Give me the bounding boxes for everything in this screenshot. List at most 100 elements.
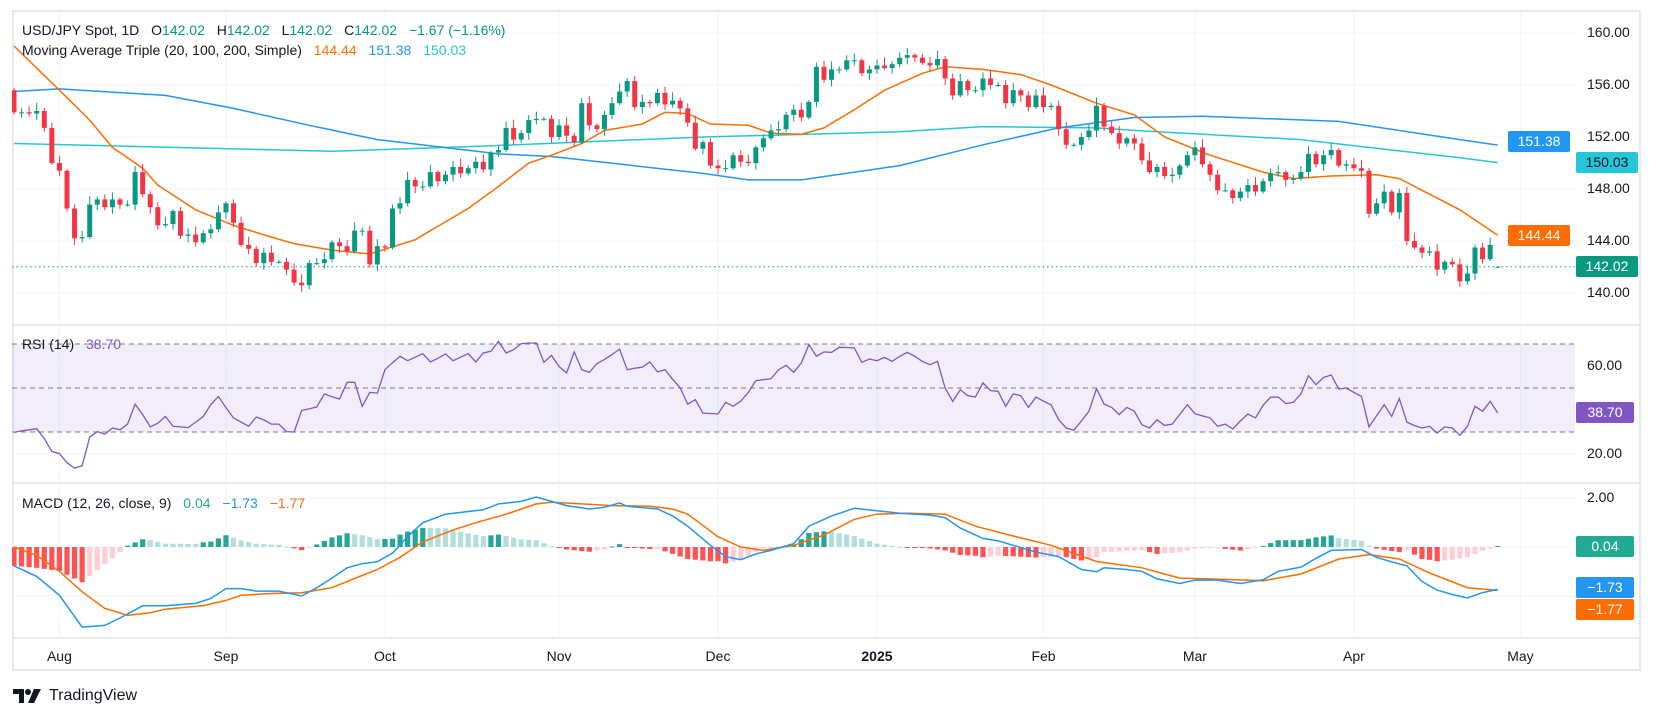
macd-histogram-bar	[321, 540, 327, 547]
candle-body	[609, 103, 615, 115]
candle	[162, 216, 168, 228]
candle	[776, 121, 782, 136]
candle-body	[1396, 192, 1402, 213]
candle	[874, 59, 880, 74]
macd-histogram-bar	[427, 528, 433, 547]
macd-histogram-bar	[1358, 540, 1365, 547]
candle	[49, 122, 55, 165]
macd-histogram-bar	[1003, 547, 1009, 557]
candle-body	[1457, 264, 1463, 282]
candle	[473, 156, 479, 174]
candle	[1449, 257, 1455, 267]
time-axis-label[interactable]: Aug	[46, 648, 72, 664]
macd-histogram-bar	[34, 547, 40, 568]
candle-body	[639, 101, 645, 108]
candle-body	[632, 81, 638, 108]
candle	[988, 70, 994, 90]
candle-body	[866, 69, 872, 74]
candle-body	[1374, 203, 1380, 214]
macd-histogram-bar	[26, 547, 32, 568]
macd-hist-value: 0.04	[183, 495, 211, 511]
macd-histogram-bar	[1192, 547, 1198, 549]
candle	[632, 76, 638, 111]
macd-histogram-bar	[995, 547, 1001, 556]
candle-body	[533, 118, 539, 121]
candle-body	[1184, 155, 1190, 166]
candle-body	[155, 207, 161, 226]
macd-histogram-bar	[1146, 547, 1153, 553]
macd-histogram-bar	[677, 547, 683, 557]
candle	[19, 108, 25, 118]
macd-histogram-bar	[1419, 547, 1425, 560]
macd-histogram-bar	[897, 546, 903, 548]
candle	[957, 73, 963, 98]
time-axis-label[interactable]: Sep	[213, 648, 239, 664]
candle-body	[329, 242, 335, 260]
time-axis-label[interactable]: May	[1507, 648, 1534, 664]
candle-body	[442, 174, 448, 182]
candle	[935, 50, 941, 69]
ma-legend-title[interactable]: Moving Average Triple (20, 100, 200, Sim…	[22, 42, 302, 58]
macd-histogram-bar	[987, 547, 994, 557]
candle	[1018, 88, 1024, 103]
macd-histogram-bar	[1237, 547, 1243, 551]
candle	[87, 196, 93, 240]
candle-body	[942, 59, 948, 79]
time-axis-label[interactable]: Oct	[374, 648, 396, 664]
macd-histogram-bar	[927, 547, 933, 549]
macd-histogram-bar	[813, 532, 820, 547]
rsi-legend-title[interactable]: RSI (14)	[22, 336, 75, 352]
time-axis-label[interactable]: Apr	[1342, 648, 1365, 664]
candle-body	[314, 263, 320, 265]
candle	[1237, 187, 1243, 202]
time-axis-label[interactable]: Mar	[1182, 648, 1207, 664]
candle	[821, 60, 827, 83]
candle-body	[102, 199, 108, 208]
candle-body	[193, 234, 199, 243]
candle-body	[851, 60, 857, 62]
time-axis-label[interactable]: Nov	[546, 648, 572, 664]
macd-histogram-bar	[1464, 547, 1471, 558]
candle-body	[94, 199, 100, 205]
macd-histogram-bar	[1328, 535, 1334, 547]
ma20-value: 144.44	[313, 42, 357, 58]
candle-body	[662, 92, 668, 105]
candle	[897, 52, 903, 68]
candle-body	[1283, 172, 1289, 180]
macd-histogram-bar	[1426, 547, 1433, 560]
macd-histogram-bar	[109, 547, 116, 559]
macd-histogram-bar	[155, 541, 161, 547]
candle-body	[874, 65, 880, 70]
candle-body	[1230, 190, 1236, 199]
macd-histogram-bar	[715, 547, 721, 562]
macd-histogram-bar	[367, 537, 373, 547]
candle-body	[723, 168, 729, 170]
candle	[1101, 102, 1107, 131]
candle	[1389, 189, 1395, 216]
candle	[458, 158, 464, 178]
candle	[397, 197, 403, 214]
candle-body	[1124, 138, 1130, 144]
candle-body	[1086, 130, 1092, 137]
candle-body	[427, 172, 433, 187]
time-axis-label[interactable]: 2025	[861, 648, 893, 664]
candle	[859, 58, 865, 77]
candle-body	[571, 135, 577, 143]
candle	[1124, 136, 1130, 147]
macd-legend-title[interactable]: MACD (12, 26, close, 9)	[22, 495, 172, 511]
tradingview-logo-icon	[13, 689, 41, 703]
symbol-title[interactable]: USD/JPY Spot, 1D	[22, 22, 140, 38]
macd-histogram-bar	[1374, 547, 1380, 549]
candle	[495, 145, 501, 157]
tradingview-logo-text: TradingView	[49, 687, 138, 704]
time-axis-label[interactable]: Dec	[705, 648, 731, 664]
candle	[1487, 237, 1493, 262]
candle-body	[935, 59, 941, 66]
tradingview-logo[interactable]: TradingView	[13, 687, 137, 705]
time-axis-label[interactable]: Feb	[1031, 648, 1056, 664]
candle-body	[12, 90, 17, 113]
macd-histogram-bar	[1124, 547, 1130, 551]
candle	[1381, 184, 1387, 209]
candle	[745, 154, 751, 167]
